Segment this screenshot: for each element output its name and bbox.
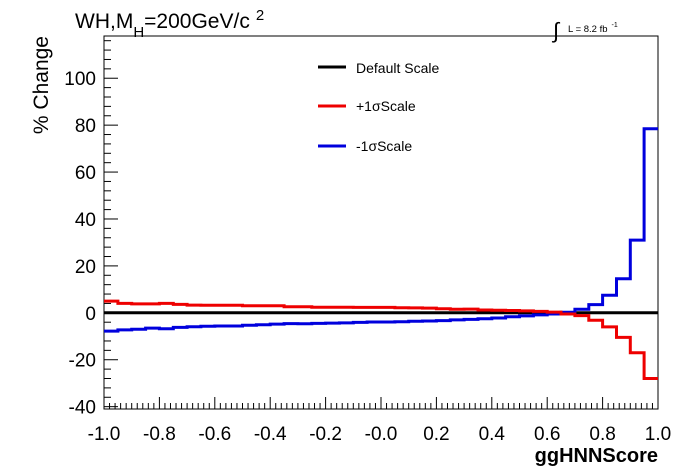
y-axis-label: % Change [30, 36, 53, 134]
series-line-1 [104, 299, 658, 380]
title-main: WH,M [75, 10, 133, 33]
y-tick-label: 40 [75, 210, 96, 231]
x-axis: -1.0 -0.8 -0.6 -0.4 -0.2 -0.0 0.2 0.4 0.6 0.8 1.0 [88, 397, 671, 445]
x-tick-label: 0.8 [589, 424, 615, 445]
y-tick-label: 20 [75, 257, 96, 278]
y-tick-label: 80 [75, 116, 96, 137]
x-tick-label: -0.2 [309, 424, 342, 445]
x-tick-label: -0.6 [198, 424, 231, 445]
y-axis: -40 -20 0 20 40 60 80 100 [64, 40, 118, 419]
luminosity-integral-symbol: ∫ [551, 18, 561, 43]
y-tick-label: -20 [69, 351, 96, 372]
series-layer [104, 127, 658, 380]
title-rest: =200GeV/c [144, 10, 250, 33]
y-tick-label: 100 [64, 69, 96, 90]
luminosity-text: L = 8.2 fb [568, 24, 608, 35]
chart-title: WH,MH=200GeV/c 2 [75, 7, 264, 41]
legend-label-plus1sigma: +1σScale [356, 98, 416, 114]
y-tick-label: 60 [75, 163, 96, 184]
luminosity-superscript: -1 [612, 22, 618, 29]
y-tick-label: -40 [69, 398, 96, 419]
plot-frame [103, 35, 659, 410]
x-tick-label: 0.6 [534, 424, 560, 445]
luminosity-label: L = 8.2 fb -1 [568, 22, 618, 35]
series-line-2 [104, 127, 658, 333]
y-tick-label: 0 [85, 304, 96, 325]
title-superscript: 2 [256, 7, 264, 24]
legend-label-default: Default Scale [356, 60, 439, 76]
x-tick-label: -0.0 [365, 424, 398, 445]
x-axis-label: ggHNNScore [535, 445, 658, 467]
x-tick-label: 0.2 [423, 424, 449, 445]
x-tick-label: -1.0 [88, 424, 121, 445]
x-tick-label: -0.4 [254, 424, 287, 445]
x-tick-label: 0.4 [479, 424, 506, 445]
x-tick-label: -0.8 [143, 424, 176, 445]
x-tick-label: 1.0 [645, 424, 671, 445]
legend-label-minus1sigma: -1σScale [356, 138, 412, 154]
legend: Default Scale +1σScale -1σScale [318, 60, 439, 154]
title-subscript: H [133, 24, 144, 41]
